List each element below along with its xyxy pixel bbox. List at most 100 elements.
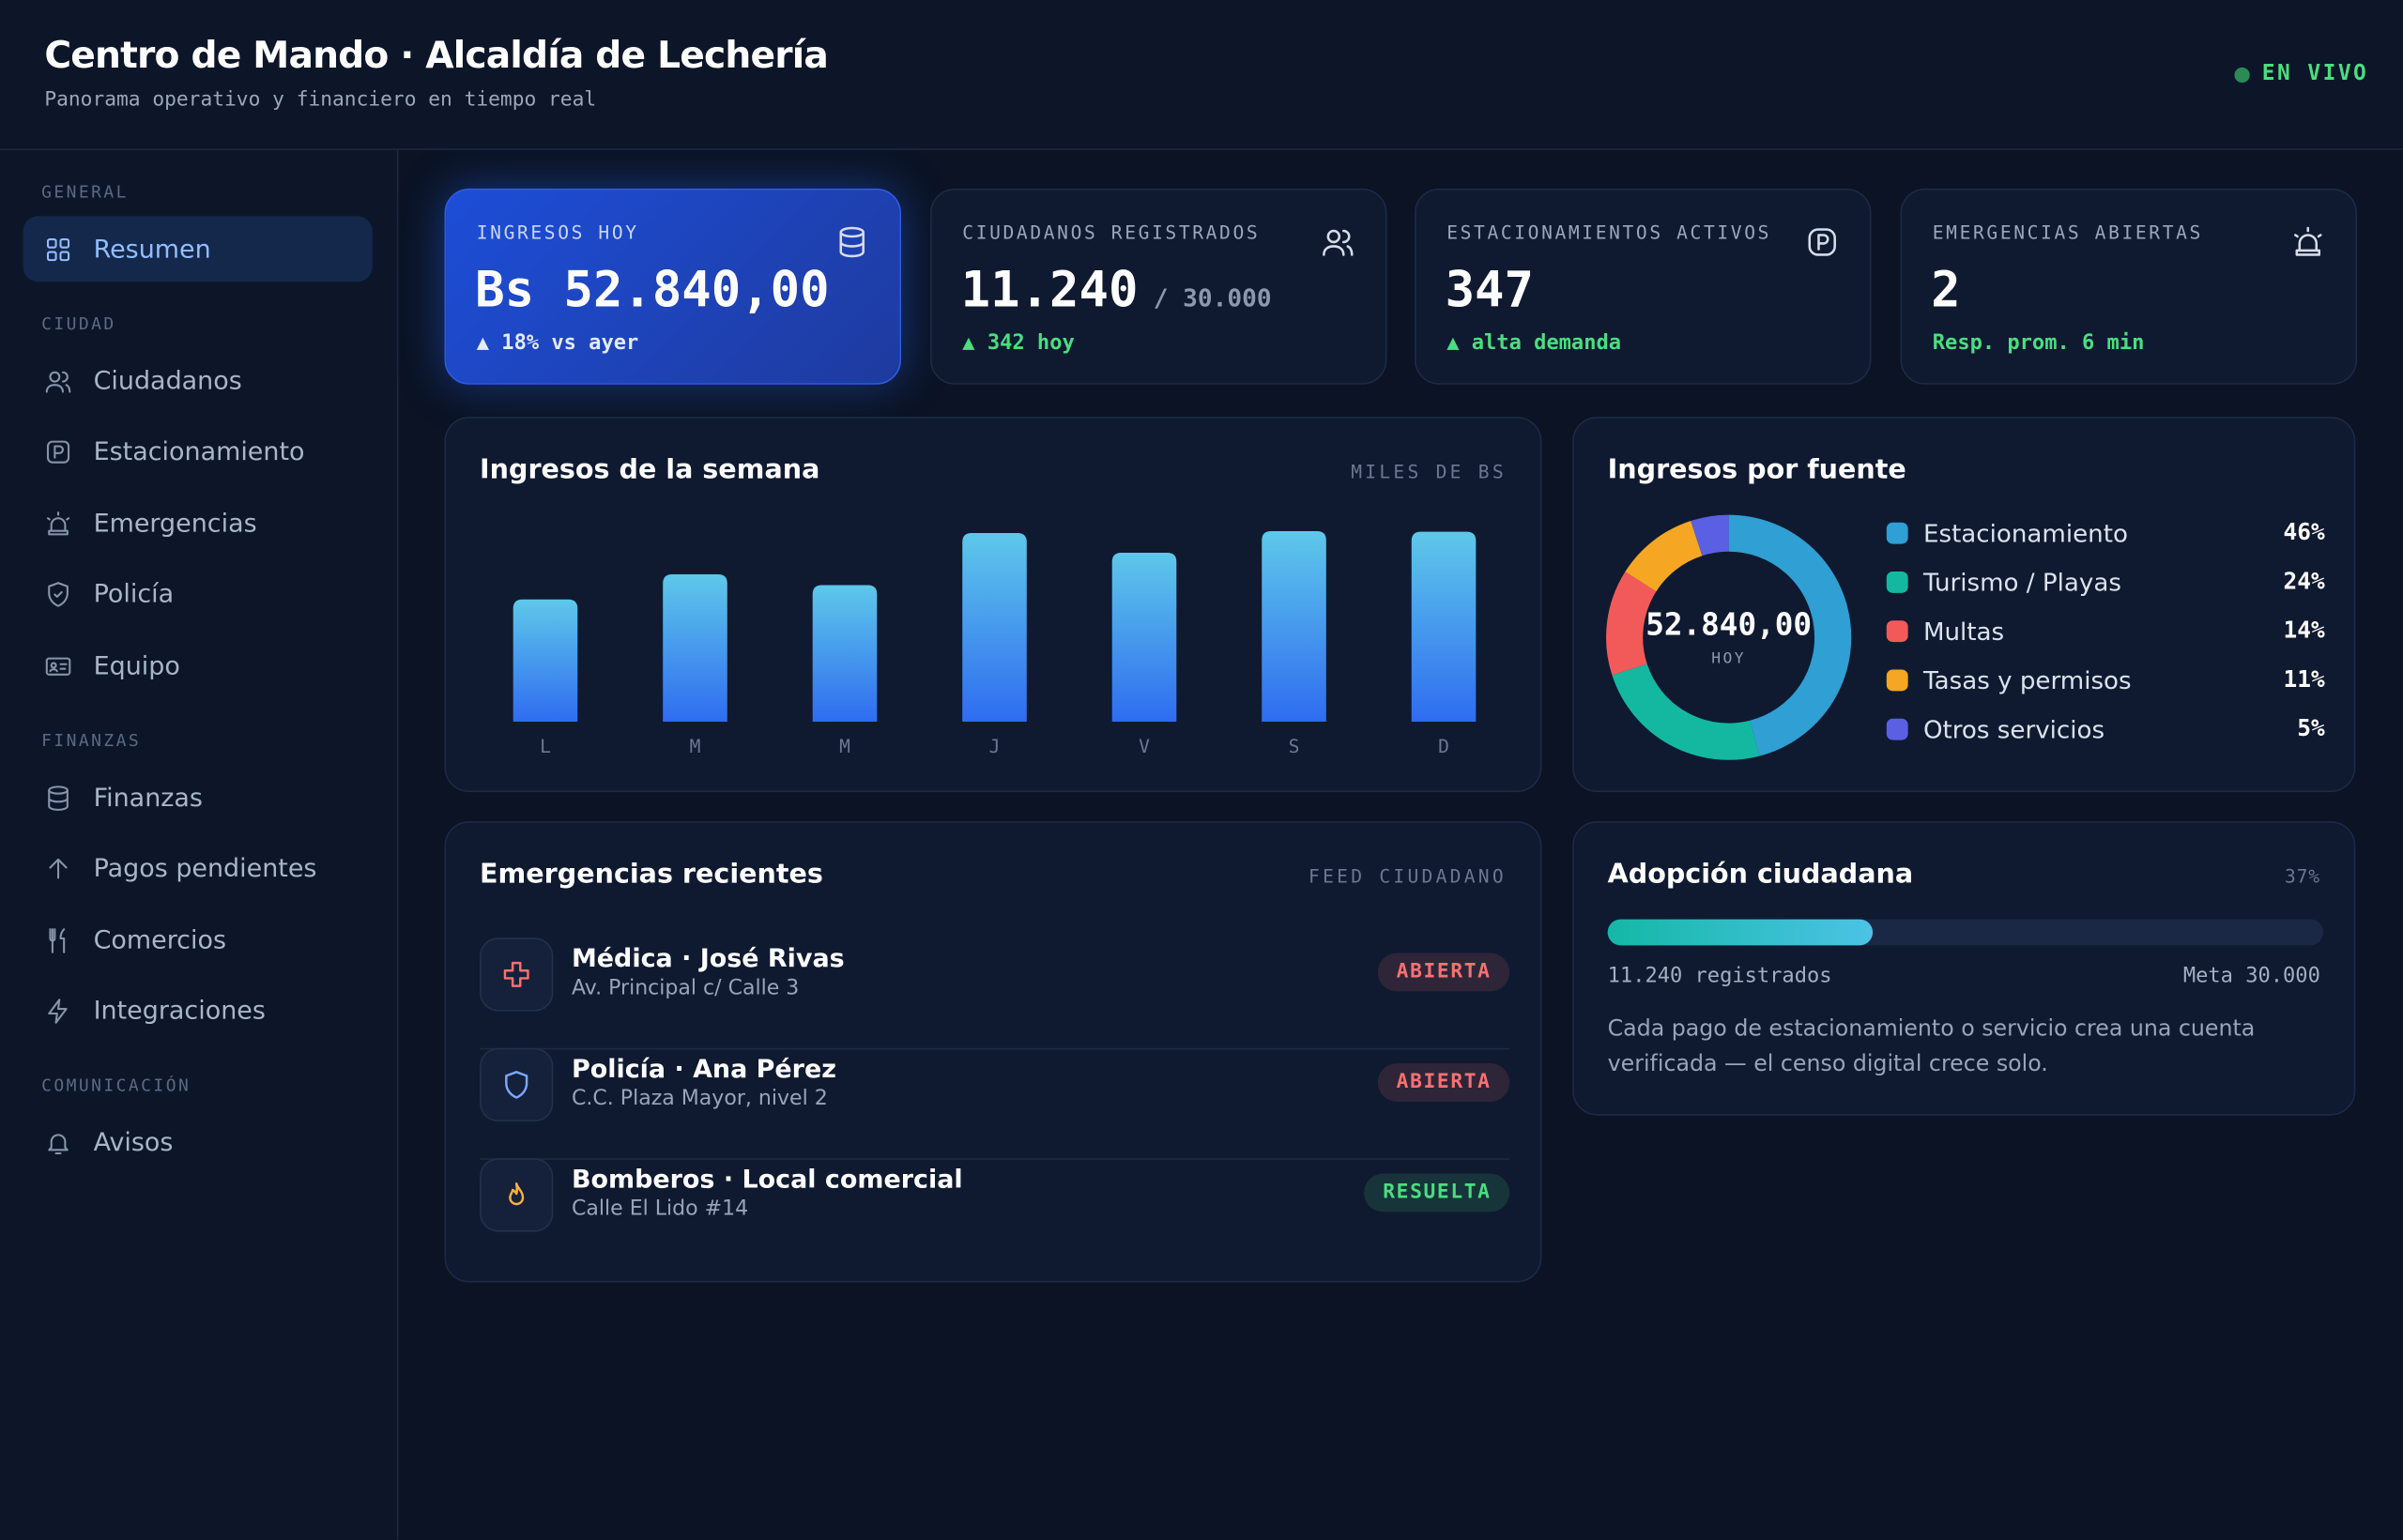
value-label: 11% [2284, 665, 2325, 693]
bar [812, 585, 878, 722]
kpi-value: 11.240 [960, 260, 1139, 319]
unit-label: MILES DE BS [1351, 461, 1507, 483]
progress-fill [1607, 919, 1873, 946]
panel-title: Ingresos de la semana [480, 454, 820, 486]
bar-panel: Ingresos de la semana MILES DE BS L M M J V S… [444, 417, 1542, 793]
value-label: 24% [2284, 567, 2325, 594]
kpi-card: EMERGENCIAS ABIERTAS 2 Resp. prom. 6 min [1900, 188, 2358, 385]
x-tick-label: M [690, 736, 701, 757]
nav-label: Equipo [93, 650, 180, 680]
kpi-icon [1323, 229, 1354, 256]
emergency-row[interactable]: Médica · José Rivas Av. Principal c/ Cal… [480, 938, 1510, 1050]
emergency-title: Bomberos · Local comercial [571, 1164, 963, 1194]
nav-item[interactable]: Integraciones [23, 978, 372, 1044]
page-subtitle: Panorama operativo y financiero en tiemp… [44, 88, 597, 113]
legend-label: Estacionamiento [1923, 520, 2128, 548]
donut-slice [1691, 514, 1730, 557]
legend-label: Multas [1923, 618, 2004, 647]
description: Cada pago de estacionamiento o servicio … [1607, 1017, 2256, 1077]
nav-label: Estacionamiento [93, 436, 305, 466]
emergency-row[interactable]: Policía · Ana Pérez C.C. Plaza Mayor, ni… [480, 1047, 1510, 1160]
nav-section: FINANZAS [41, 730, 142, 751]
nav-item[interactable]: Policía [23, 561, 372, 627]
nav-item[interactable]: Pagos pendientes [23, 835, 372, 901]
emergency-panel: Emergencias recientes FEED CIUDADANO Méd… [444, 821, 1542, 1283]
nav-label: Pagos pendientes [93, 853, 317, 883]
nav-item[interactable]: Resumen [23, 216, 373, 282]
kpi-label: EMERGENCIAS ABIERTAS [1932, 221, 2203, 244]
bar [1262, 531, 1326, 722]
registered: 11.240 registrados [1607, 963, 1832, 989]
nav-item[interactable]: Equipo [23, 633, 372, 698]
bar [962, 532, 1027, 722]
progress-track [1607, 919, 2324, 946]
nav-item[interactable]: Finanzas [23, 765, 372, 831]
nav-label: Finanzas [93, 783, 203, 813]
legend-label: Turismo / Playas [1922, 570, 2121, 598]
kpi-value: 2 [1931, 260, 1961, 319]
value-label: 46% [2284, 518, 2325, 545]
status-badge: RESUELTA [1364, 1173, 1510, 1212]
progress-label: 37% [2284, 865, 2320, 888]
bar [663, 573, 727, 722]
emergency-title: Policía · Ana Pérez [571, 1054, 836, 1084]
x-tick-label: L [540, 736, 551, 757]
kpi-value: Bs 52.840,00 [475, 260, 830, 319]
nav-item[interactable]: Estacionamiento [23, 419, 372, 484]
emergency-row[interactable]: Bomberos · Local comercial Calle El Lido… [480, 1158, 1510, 1269]
kpi-label: CIUDADANOS REGISTRADOS [962, 221, 1261, 244]
nav-label: Ciudadanos [93, 366, 242, 396]
panel-title: Ingresos por fuente [1607, 454, 1906, 486]
legend-swatch [1886, 522, 1908, 544]
legend-swatch [1886, 669, 1908, 692]
goal: Meta 30.000 [2182, 963, 2320, 989]
status-badge: ABIERTA [1378, 953, 1510, 992]
kpi-note: ▲ 18% vs ayer [476, 330, 639, 356]
nav-label: Comercios [93, 925, 226, 955]
emergency-icon [480, 1158, 554, 1232]
legend-swatch [1886, 718, 1908, 740]
center-label: HOY [1711, 649, 1746, 667]
legend-label: Otros servicios [1923, 716, 2105, 744]
sidebar: GENERAL Resumen CIUDAD Ciudadanos Estaci… [0, 150, 399, 1540]
kpi-suffix: / 30.000 [1153, 283, 1272, 313]
header: Centro de Mando · Alcaldía de Lechería P… [0, 0, 2403, 150]
adoption-panel: Adopción ciudadana 37% 11.240 registrado… [1572, 821, 2356, 1116]
nav-item[interactable]: Avisos [23, 1109, 372, 1175]
donut-slice [1625, 520, 1704, 592]
donut-slice [1728, 514, 1852, 756]
kpi-icon [1808, 228, 1836, 256]
nav-item[interactable]: Ciudadanos [23, 348, 372, 414]
panel-title: Emergencias recientes [480, 859, 823, 891]
kpi-label: INGRESOS HOY [476, 221, 639, 244]
kpi-value-wrap: 11.240 / 30.000 [961, 261, 1272, 319]
x-tick-label: J [989, 736, 1001, 757]
value-label: 5% [2297, 714, 2325, 741]
x-tick-label: S [1289, 736, 1300, 757]
live-status: EN VIVO [2261, 61, 2369, 86]
pie-panel: Ingresos por fuente Estacionamiento 46% Tu… [1572, 417, 2356, 793]
kpi-card: ESTACIONAMIENTOS ACTIVOS 347 ▲ alta dema… [1414, 188, 1872, 385]
page-title: Centro de Mando · Alcaldía de Lechería [44, 33, 829, 77]
bar [513, 599, 578, 722]
nav-section: CIUDAD [41, 313, 116, 334]
bar [1411, 531, 1477, 722]
kpi-icon [2294, 226, 2322, 256]
nav-item[interactable]: Comercios [23, 907, 372, 973]
center-value: 52.840,00 [1645, 607, 1812, 643]
legend-label: Tasas y permisos [1922, 667, 2132, 695]
kpi-label: ESTACIONAMIENTOS ACTIVOS [1446, 221, 1772, 244]
kpi-note: Resp. prom. 6 min [1932, 330, 2145, 356]
live-dot [2234, 67, 2250, 84]
status-badge: ABIERTA [1378, 1063, 1510, 1102]
kpi-card: INGRESOS HOY Bs 52.840,00 ▲ 18% vs ayer [444, 188, 901, 385]
nav-item[interactable]: Emergencias [23, 490, 372, 556]
panel-title: Adopción ciudadana [1607, 859, 1914, 891]
nav-label: Resumen [93, 234, 211, 264]
emergency-address: Av. Principal c/ Calle 3 [571, 976, 800, 1001]
value-label: 14% [2284, 617, 2325, 644]
donut-slice [1606, 572, 1657, 676]
x-tick-label: D [1438, 736, 1449, 757]
